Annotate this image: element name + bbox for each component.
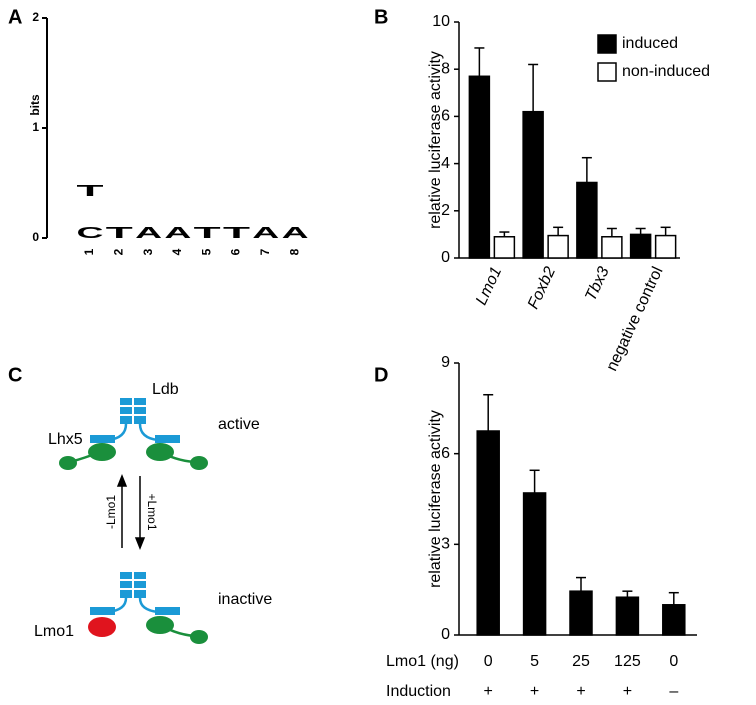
bar [569,590,593,636]
y-tick-label: 6 [441,445,450,462]
induction-label: – [669,683,678,700]
logo-letter: T [77,183,105,200]
position-label: 4 [170,248,184,255]
label: inactive [218,591,272,608]
panel-label: A [8,6,22,28]
position-label: 3 [141,248,155,255]
y-tick-label: 0 [441,626,450,643]
bar [522,110,544,259]
x-tick-label: Tbx3 [582,264,612,304]
bar [522,492,547,636]
logo-letter: A [164,225,192,242]
row-label: Lmo1 (ng) [386,653,459,670]
label: Ldb [152,381,179,398]
position-label: 1 [82,248,96,255]
y-axis-label: relative luciferase activity [427,410,444,588]
diagram-inactive [88,572,208,644]
induction-label: + [576,683,585,700]
logo-letter: T [106,225,134,242]
induction-label: + [530,683,539,700]
label: active [218,416,260,433]
bar [493,236,516,259]
x-tick-label: 0 [669,653,678,670]
logo-letter: T [194,225,222,242]
position-label: 6 [229,248,243,255]
bar [601,236,623,259]
position-label: 5 [199,248,213,255]
y-tick-label: 0 [441,249,450,266]
legend-swatch [597,62,617,82]
legend-swatch [597,34,617,54]
bar [654,234,677,259]
label: -Lmo1 [104,495,118,529]
legend-label: non-induced [622,63,710,80]
y-tick-label: 2 [32,10,39,24]
bar [468,75,491,259]
label: +Lmo1 [145,493,159,530]
logo-letter: A [135,225,163,242]
induction-label: + [623,683,632,700]
bar [629,233,652,259]
x-tick-label: Foxb2 [525,264,559,312]
position-label: 2 [111,248,125,255]
y-tick-label: 6 [441,108,450,125]
logo-letter: A [282,225,310,242]
y-tick-label: 9 [441,354,450,371]
logo-letter: T [223,225,251,242]
y-tick-label: 8 [441,60,450,77]
panel-label: C [8,364,22,386]
y-axis-label: bits [28,94,42,116]
bar [576,181,598,259]
row-label: Induction [386,683,451,700]
y-axis-label: relative luciferase activity [427,51,444,229]
diagram-active [59,398,208,470]
logo-letter: C [77,225,105,242]
induction-label: + [484,683,493,700]
legend-label: induced [622,35,678,52]
arrows [116,473,146,551]
panel-label: D [374,364,388,386]
bar [476,430,500,636]
panel-label: B [374,6,388,28]
label: Lmo1 [34,623,74,640]
x-tick-label: Lmo1 [473,264,505,307]
y-tick-label: 3 [441,536,450,553]
y-tick-label: 0 [32,230,39,244]
bar [615,596,640,636]
bar [662,604,686,636]
y-tick-label: 1 [32,120,39,134]
label: Lhx5 [48,431,83,448]
x-tick-label: 125 [614,653,641,670]
x-tick-label: 25 [572,653,590,670]
y-tick-label: 10 [432,13,450,30]
logo-letter: A [252,225,280,242]
x-tick-label: 5 [530,653,539,670]
y-tick-label: 4 [441,155,450,172]
x-tick-label: negative control [603,264,666,374]
bar [547,234,569,259]
x-tick-label: 0 [484,653,493,670]
position-label: 8 [287,248,301,255]
position-label: 7 [258,248,272,255]
y-tick-label: 2 [441,202,450,219]
